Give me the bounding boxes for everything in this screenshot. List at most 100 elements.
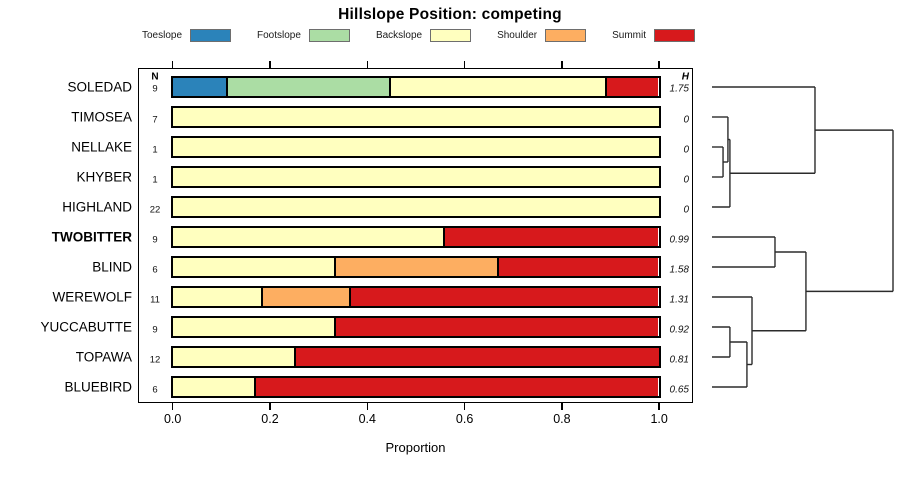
x-axis-tick bbox=[561, 61, 563, 68]
bar-segment-backslope bbox=[172, 318, 335, 336]
row-label: TIMOSEA bbox=[71, 109, 132, 125]
n-value: 22 bbox=[149, 204, 161, 216]
stacked-bar bbox=[170, 286, 661, 308]
legend-swatch-shoulder bbox=[545, 28, 587, 42]
x-axis-tick bbox=[171, 61, 174, 68]
stacked-bar bbox=[170, 136, 661, 158]
legend-item: Footslope bbox=[257, 28, 350, 42]
h-value: 0 bbox=[683, 114, 689, 126]
n-value: 9 bbox=[152, 234, 158, 246]
bar-segment-summit bbox=[496, 258, 659, 276]
bar-segment-backslope bbox=[172, 168, 659, 186]
row-label: SOLEDAD bbox=[67, 79, 132, 95]
h-value: 1.31 bbox=[669, 294, 689, 306]
stacked-bar bbox=[170, 256, 661, 278]
row-label: HIGHLAND bbox=[62, 199, 132, 215]
bar-segment-backslope bbox=[172, 108, 659, 126]
bar-segment-footslope bbox=[226, 78, 389, 96]
bar-segment-summit bbox=[294, 348, 659, 366]
n-value: 11 bbox=[150, 294, 160, 306]
x-axis-tick bbox=[463, 403, 466, 410]
x-axis-tick-label: 1.0 bbox=[650, 412, 668, 426]
bar-segment-summit bbox=[349, 288, 659, 306]
n-value: 1 bbox=[152, 174, 158, 186]
bar-segment-backslope bbox=[172, 138, 659, 156]
row-label: NELLAKE bbox=[71, 139, 132, 155]
bar-segment-shoulder bbox=[260, 288, 350, 306]
h-value: 0.81 bbox=[669, 354, 689, 366]
n-value: 6 bbox=[152, 264, 158, 276]
bar-segment-backslope bbox=[172, 228, 443, 246]
bar-segment-shoulder bbox=[334, 258, 497, 276]
row-label: TOPAWA bbox=[75, 349, 132, 365]
stacked-bar bbox=[170, 76, 661, 98]
n-value: 9 bbox=[152, 324, 158, 336]
stacked-bar bbox=[170, 196, 661, 218]
x-axis-tick bbox=[269, 61, 271, 68]
bar-segment-summit bbox=[442, 228, 659, 246]
legend-item: Backslope bbox=[375, 28, 472, 42]
legend-swatch-backslope bbox=[430, 28, 472, 42]
bar-segment-summit bbox=[604, 78, 659, 96]
x-axis-tick bbox=[366, 403, 369, 410]
legend-label: Toeslope bbox=[141, 29, 183, 41]
h-value: 0.65 bbox=[669, 384, 689, 396]
bar-segment-backslope bbox=[172, 198, 659, 216]
legend-label: Backslope bbox=[375, 29, 423, 41]
stacked-bar bbox=[170, 316, 661, 338]
bar-segment-backslope bbox=[172, 378, 254, 396]
stacked-bar bbox=[170, 226, 661, 248]
bar-segment-backslope bbox=[172, 288, 261, 306]
stacked-bar bbox=[170, 346, 661, 368]
x-axis-tick-label: 0.0 bbox=[163, 412, 182, 426]
plot-area bbox=[138, 68, 693, 403]
x-axis-title: Proportion bbox=[385, 440, 446, 455]
row-label: BLUEBIRD bbox=[64, 379, 132, 395]
row-label: KHYBER bbox=[76, 169, 132, 185]
n-value: 9 bbox=[152, 83, 158, 95]
bar-segment-backslope bbox=[172, 348, 294, 366]
h-value: 0 bbox=[683, 204, 689, 216]
x-axis-tick bbox=[366, 61, 369, 68]
stacked-bar bbox=[170, 166, 661, 188]
legend-swatch-summit bbox=[654, 28, 696, 42]
legend-swatch-toeslope bbox=[190, 28, 232, 42]
page-title: Hillslope Position: competing bbox=[338, 6, 562, 23]
n-value: 7 bbox=[152, 114, 158, 126]
legend-label: Footslope bbox=[257, 29, 301, 41]
x-axis-tick bbox=[561, 403, 563, 410]
h-value: 0 bbox=[683, 174, 689, 186]
h-value: 1.75 bbox=[669, 83, 689, 95]
n-value: 12 bbox=[149, 354, 161, 366]
legend-label: Summit bbox=[612, 29, 647, 41]
legend-label: Shoulder bbox=[497, 29, 538, 41]
stacked-bar bbox=[170, 106, 661, 128]
row-label: YUCCABUTTE bbox=[40, 319, 132, 335]
bar-segment-backslope bbox=[388, 78, 605, 96]
row-label: BLIND bbox=[92, 259, 132, 275]
row-label: TWOBITTER bbox=[51, 229, 132, 245]
x-axis-tick bbox=[658, 61, 660, 68]
x-axis-tick-label: 0.8 bbox=[553, 412, 571, 426]
x-axis-tick bbox=[171, 403, 174, 410]
x-axis-tick-label: 0.4 bbox=[358, 412, 376, 426]
h-value: 0.99 bbox=[669, 234, 689, 246]
legend-item: Summit bbox=[612, 28, 696, 42]
h-value: 0 bbox=[683, 144, 689, 156]
bar-segment-summit bbox=[253, 378, 659, 396]
stacked-bar bbox=[170, 376, 661, 398]
legend-item: Toeslope bbox=[141, 28, 232, 42]
legend: Toeslope Footslope Backslope Shoulder Summit bbox=[0, 26, 837, 44]
row-label: WEREWOLF bbox=[52, 289, 133, 305]
legend-swatch-footslope bbox=[308, 28, 350, 42]
n-value: 6 bbox=[152, 384, 158, 396]
bar-segment-backslope bbox=[172, 258, 335, 276]
x-axis-tick-label: 0.2 bbox=[261, 412, 279, 426]
h-value: 0.92 bbox=[669, 324, 689, 336]
x-axis-tick bbox=[658, 403, 660, 410]
legend-item: Shoulder bbox=[497, 28, 587, 42]
x-axis-tick bbox=[463, 61, 466, 68]
bar-segment-summit bbox=[334, 318, 659, 336]
bar-segment-toeslope bbox=[172, 78, 227, 96]
